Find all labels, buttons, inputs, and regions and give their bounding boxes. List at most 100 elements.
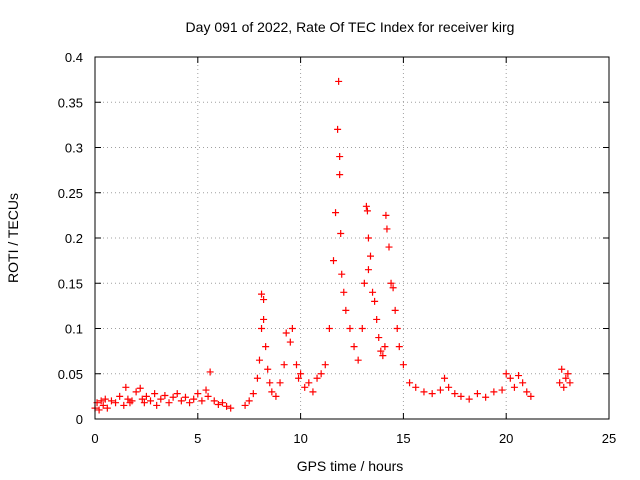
data-point [498, 386, 506, 394]
data-point [389, 284, 397, 292]
data-point [354, 356, 362, 364]
data-point [181, 393, 189, 401]
data-point [268, 388, 276, 396]
data-point [317, 370, 325, 378]
data-point [515, 372, 523, 380]
data-point [502, 370, 510, 378]
data-point [142, 392, 150, 400]
data-point [169, 393, 177, 401]
data-point [241, 401, 249, 409]
data-point [465, 395, 473, 403]
data-point [566, 379, 574, 387]
data-point [177, 397, 185, 405]
data-point [206, 368, 214, 376]
x-tick-label: 5 [194, 431, 201, 446]
data-point [381, 343, 389, 351]
data-point [264, 365, 272, 373]
y-tick-label: 0.05 [58, 367, 83, 382]
data-point [260, 296, 268, 304]
y-tick-label: 0.15 [58, 276, 83, 291]
data-point [506, 374, 514, 382]
x-tick-label: 10 [293, 431, 307, 446]
data-point [223, 402, 231, 410]
data-point [309, 388, 317, 396]
data-point [194, 390, 202, 398]
data-point [362, 202, 370, 210]
data-point [245, 397, 253, 405]
data-point [399, 361, 407, 369]
data-point [218, 399, 226, 407]
data-point [393, 325, 401, 332]
data-point [369, 288, 377, 296]
data-point [305, 379, 313, 387]
data-point [214, 401, 222, 409]
y-tick-label: 0.1 [65, 322, 83, 337]
y-tick-label: 0 [76, 412, 83, 427]
data-point [510, 383, 518, 391]
data-point [297, 370, 305, 378]
data-point [346, 325, 354, 332]
data-point [337, 229, 345, 237]
data-point [128, 397, 136, 405]
data-point [204, 392, 212, 400]
data-point [558, 365, 566, 373]
data-point [173, 390, 181, 398]
data-point [334, 125, 342, 133]
data-point [124, 395, 132, 403]
data-point [132, 388, 140, 396]
grid [95, 57, 609, 419]
data-point [292, 361, 300, 369]
data-point [136, 384, 144, 392]
x-tick-label: 25 [602, 431, 616, 446]
x-tick-label: 20 [499, 431, 513, 446]
data-point [313, 374, 321, 382]
data-point [165, 399, 173, 407]
data-point [101, 395, 109, 403]
data-point [473, 390, 481, 398]
data-point [138, 395, 146, 403]
data-point [95, 406, 103, 414]
y-tick-label: 0.4 [65, 50, 83, 65]
data-point [258, 290, 266, 298]
data-point [301, 383, 309, 391]
data-point [338, 270, 346, 278]
data-point [364, 266, 372, 274]
y-tick-label: 0.2 [65, 231, 83, 246]
data-point [282, 329, 290, 337]
data-points [91, 77, 574, 414]
data-point [210, 397, 218, 405]
data-point [332, 209, 340, 217]
data-point [383, 225, 391, 233]
data-point [147, 397, 155, 405]
data-point [336, 171, 344, 179]
data-point [387, 279, 395, 287]
data-point [255, 356, 263, 364]
data-point [288, 325, 296, 332]
y-tick-label: 0.25 [58, 186, 83, 201]
data-point [377, 347, 385, 355]
data-point [406, 379, 414, 387]
data-point [412, 383, 420, 391]
data-point [161, 391, 169, 399]
data-point [441, 374, 449, 382]
data-point [321, 361, 329, 369]
data-point [325, 325, 333, 332]
data-point [364, 234, 372, 242]
data-point [375, 334, 383, 342]
x-axis-ticks: 0 5 10 15 20 25 [91, 57, 616, 446]
data-point [190, 395, 198, 403]
data-point [99, 401, 107, 409]
data-point [116, 392, 124, 400]
data-point [253, 374, 261, 382]
data-point [391, 306, 399, 314]
data-point [260, 315, 268, 323]
data-point [367, 252, 375, 260]
data-point [342, 306, 350, 314]
data-point [335, 77, 343, 85]
data-point [350, 343, 358, 351]
data-point [272, 392, 280, 400]
data-point [249, 390, 257, 398]
x-tick-label: 0 [91, 431, 98, 446]
data-point [556, 379, 564, 387]
